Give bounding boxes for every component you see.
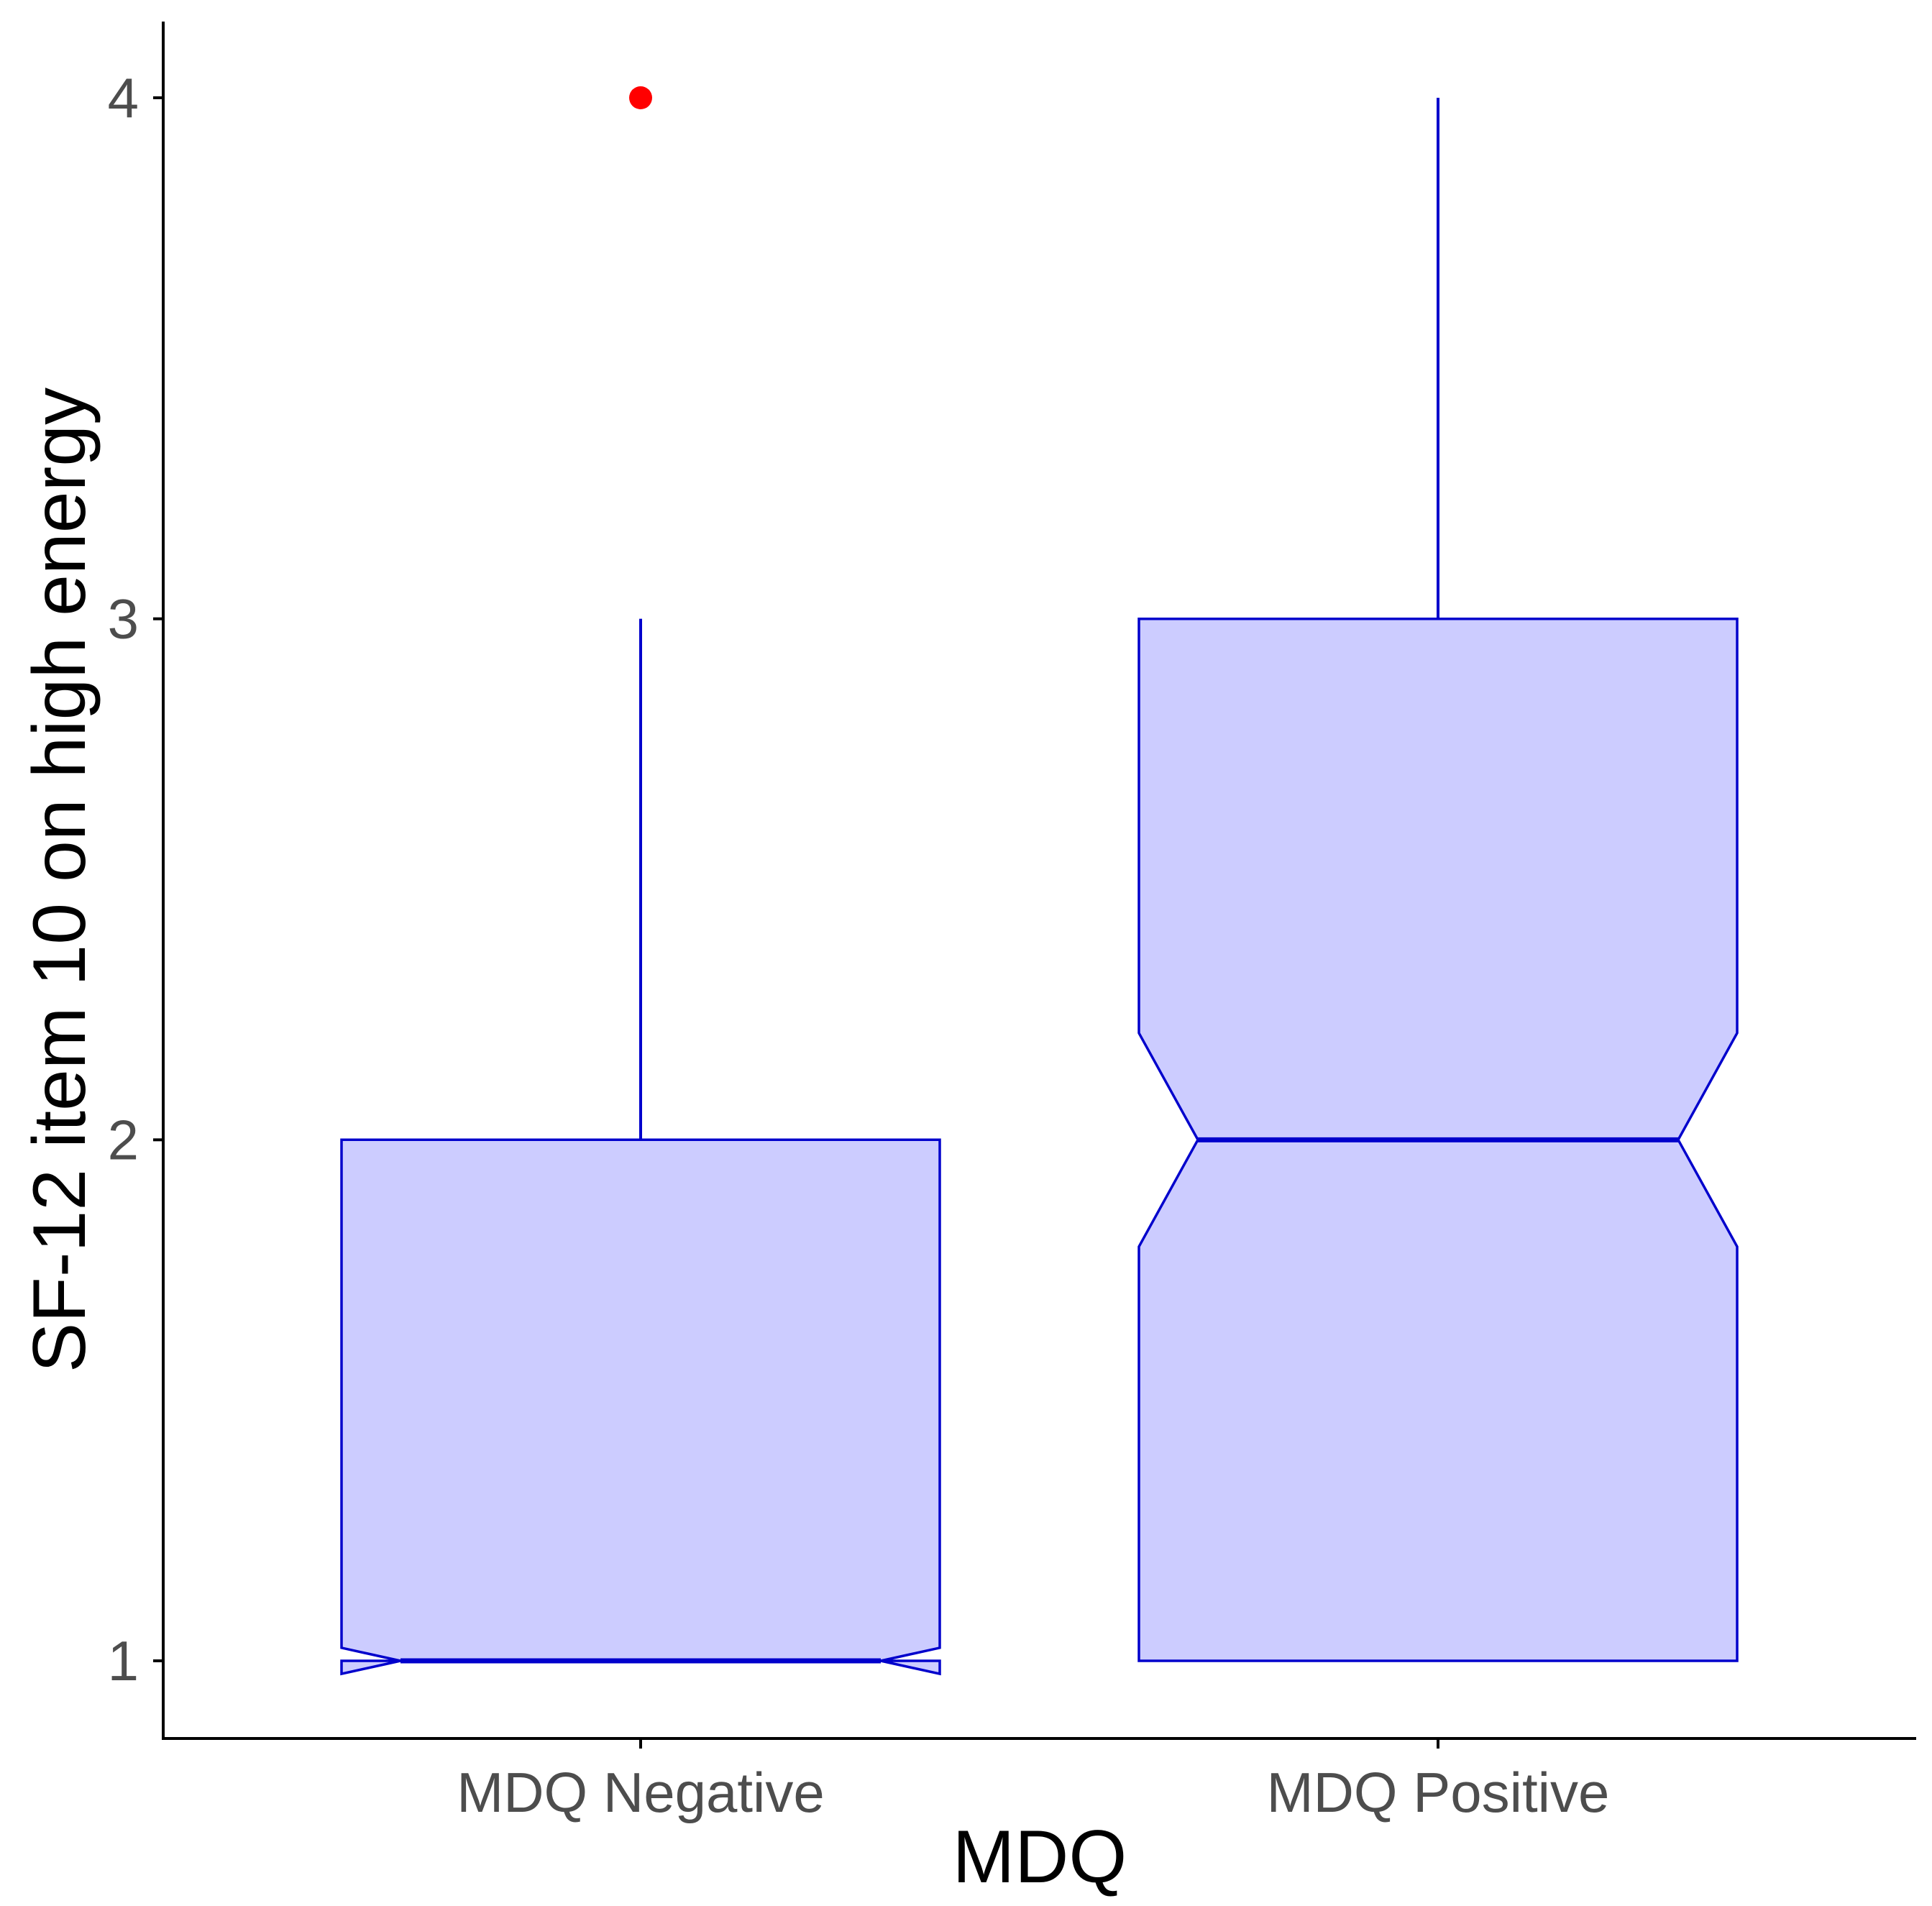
x-tick-label: MDQ Positive: [1267, 1761, 1610, 1824]
y-tick-label: 4: [108, 66, 139, 129]
x-axis-ticks: MDQ Negative MDQ Positive: [457, 1738, 1609, 1824]
y-axis-ticks: 1 2 3 4: [108, 66, 163, 1692]
x-tick-label: MDQ Negative: [457, 1761, 825, 1824]
box-mdq-positive: [1137, 98, 1739, 1662]
y-axis-title: SF-12 item 10 on high energy: [18, 388, 101, 1373]
plot-marks: [340, 86, 1739, 1676]
y-tick-label: 3: [108, 587, 139, 651]
y-tick-label: 2: [108, 1108, 139, 1171]
box-body: [340, 1138, 941, 1676]
box-mdq-negative: [340, 86, 941, 1676]
outlier-point: [629, 86, 652, 109]
y-tick-label: 1: [108, 1629, 139, 1692]
x-axis-title: MDQ: [953, 1815, 1127, 1899]
